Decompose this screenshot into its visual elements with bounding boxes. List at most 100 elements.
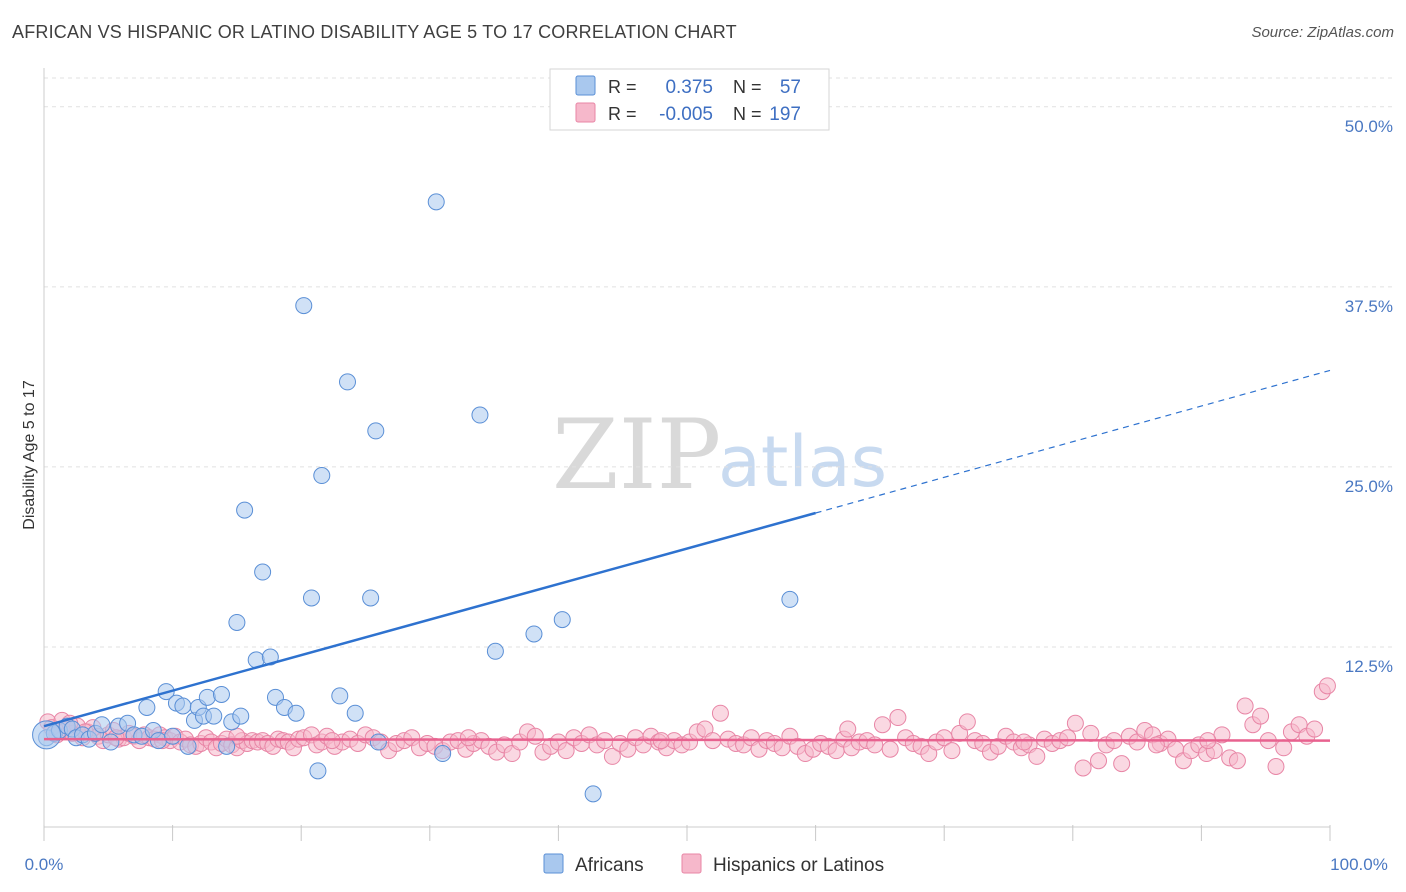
stats-r-label-blue: R =: [608, 77, 637, 97]
hispanic-point: [1015, 733, 1033, 751]
hispanic-point: [1090, 752, 1108, 770]
african-point: [584, 785, 602, 803]
african-point: [525, 625, 543, 643]
chart-title: AFRICAN VS HISPANIC OR LATINO DISABILITY…: [12, 22, 737, 42]
source-credit: Source: ZipAtlas.com: [1251, 24, 1394, 41]
stats-r-value-blue: 0.375: [665, 77, 713, 98]
african-point: [149, 732, 167, 750]
hispanic-point: [603, 747, 621, 765]
hispanic-point: [1236, 697, 1254, 715]
legend-label-africans: Africans: [575, 855, 644, 876]
stats-r-value-pink: -0.005: [659, 104, 713, 125]
african-point: [205, 707, 223, 725]
hispanic-point: [935, 729, 953, 747]
x-tick-label-max: 100.0%: [1330, 855, 1388, 874]
african-point: [254, 563, 272, 581]
african-point: [261, 648, 279, 666]
african-point: [295, 297, 313, 315]
african-point: [236, 501, 254, 519]
hispanic-point: [526, 727, 544, 745]
african-point: [102, 733, 120, 751]
african-point: [212, 685, 230, 703]
african-point: [138, 698, 156, 716]
african-point-cluster: [32, 720, 62, 750]
hispanic-point: [873, 716, 891, 734]
gridlines: [44, 77, 1394, 648]
african-point: [367, 422, 385, 440]
legend-label-hispanics: Hispanics or Latinos: [713, 855, 884, 876]
hispanic-point: [711, 704, 729, 722]
african-point: [174, 697, 192, 715]
stats-n-value-pink: 197: [769, 104, 801, 125]
y-tick-labels: 12.5% 25.0% 37.5% 50.0%: [1345, 117, 1393, 676]
hispanic-point: [881, 740, 899, 758]
hispanic-point: [459, 729, 477, 747]
hispanic-point: [889, 709, 907, 727]
stats-box: R = 0.375 N = 57 R = -0.005 N = 197: [549, 68, 830, 131]
hispanic-point: [1306, 720, 1324, 738]
hispanic-point: [557, 742, 575, 760]
legend: Africans Hispanics or Latinos: [543, 853, 884, 876]
african-point: [302, 589, 320, 607]
y-tick-label: 25.0%: [1345, 477, 1393, 496]
stats-r-label-pink: R =: [608, 104, 637, 124]
stats-swatch-pink: [575, 102, 596, 123]
african-point: [362, 589, 380, 607]
y-tick-label: 12.5%: [1345, 657, 1393, 676]
hispanic-point: [1318, 677, 1336, 695]
legend-swatch-africans: [543, 853, 564, 874]
african-point: [93, 716, 111, 734]
trendlines: [43, 369, 1331, 742]
hispanic-point: [1275, 739, 1293, 757]
watermark-zip: ZIP: [552, 399, 721, 511]
legend-swatch-hispanics: [681, 853, 702, 874]
african-point: [486, 642, 504, 660]
hispanic-point: [943, 742, 961, 760]
hispanic-trendline: [43, 737, 1331, 742]
african-point: [471, 406, 489, 424]
african-point: [198, 688, 216, 706]
hispanic-point: [1252, 707, 1270, 725]
hispanic-point: [1074, 759, 1092, 777]
hispanic-point: [1267, 758, 1285, 776]
african-trendline-extension: [815, 369, 1331, 514]
african-point: [179, 737, 197, 755]
stats-n-value-blue: 57: [780, 77, 801, 98]
hispanic-point: [1113, 755, 1131, 773]
african-point: [553, 611, 571, 629]
stats-n-label-blue: N =: [733, 77, 762, 97]
y-axis-label: Disability Age 5 to 17: [21, 380, 38, 530]
african-point: [346, 704, 364, 722]
african-trendline: [43, 511, 816, 728]
african-point: [218, 737, 236, 755]
watermark-atlas: atlas: [718, 421, 887, 503]
african-points: [32, 193, 799, 803]
x-ticks: [43, 825, 1331, 841]
stats-n-label-pink: N =: [733, 104, 762, 124]
hispanic-point: [1059, 729, 1077, 747]
african-point: [228, 613, 246, 631]
y-tick-label: 50.0%: [1345, 117, 1393, 136]
hispanic-point: [1028, 747, 1046, 765]
y-tick-label: 37.5%: [1345, 297, 1393, 316]
african-point: [434, 745, 452, 763]
hispanic-point: [1066, 714, 1084, 732]
hispanic-point: [1228, 752, 1246, 770]
african-point: [164, 727, 182, 745]
hispanic-point: [1082, 724, 1100, 742]
african-point: [287, 704, 305, 722]
african-point: [338, 373, 356, 391]
african-point: [369, 733, 387, 751]
hispanic-point: [958, 713, 976, 731]
hispanic-point: [839, 720, 857, 738]
stats-swatch-blue: [575, 75, 596, 96]
african-point: [781, 590, 799, 608]
african-point: [309, 762, 327, 780]
stats-box-frame: [549, 68, 830, 131]
african-point: [331, 687, 349, 705]
african-point: [232, 707, 250, 725]
x-tick-label-min: 0.0%: [25, 855, 64, 874]
african-point: [427, 193, 445, 211]
african-point: [313, 467, 331, 485]
